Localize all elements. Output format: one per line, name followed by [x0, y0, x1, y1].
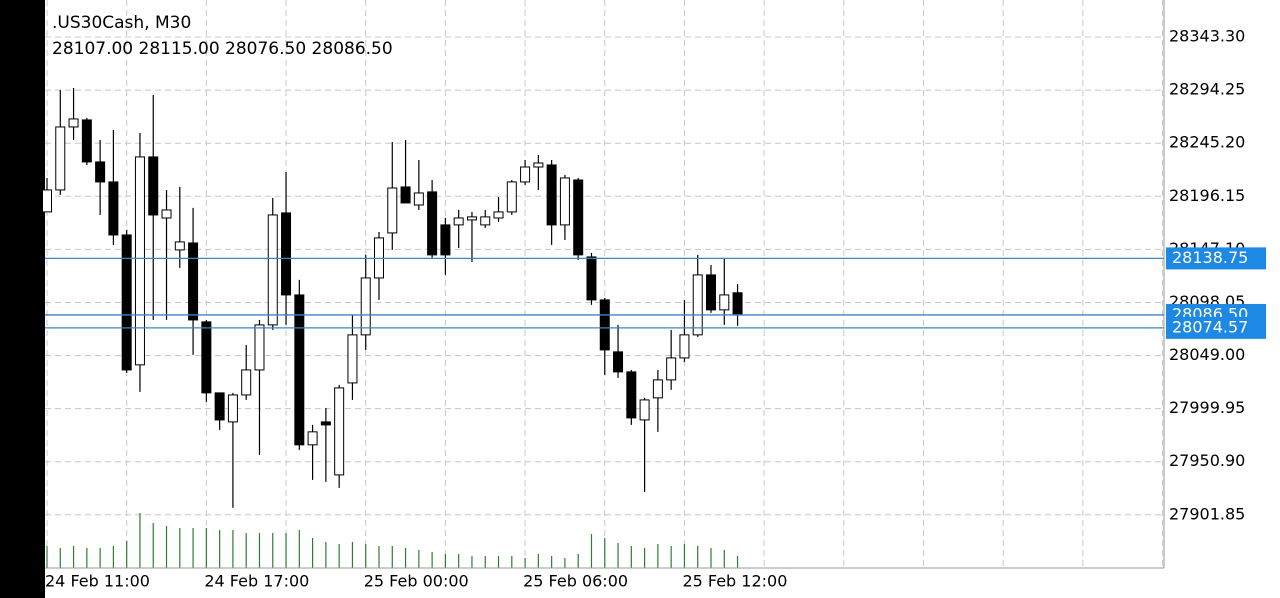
axis-layer: 28343.3028294.2528245.2028196.1528147.10… — [45, 27, 1245, 591]
candle-body — [214, 392, 225, 421]
candle-body — [68, 118, 79, 128]
candle-body — [466, 216, 477, 221]
price-tag — [1166, 247, 1266, 270]
candle-body — [400, 186, 411, 204]
candle-body — [652, 379, 663, 399]
candle-body — [453, 217, 464, 226]
chart-title: .US30Cash, M30 — [52, 13, 191, 33]
candle-body — [320, 421, 331, 426]
candle-body — [573, 179, 584, 256]
candle-body — [334, 387, 345, 476]
candle-body — [307, 431, 318, 446]
y-tick-label: 28049.00 — [1169, 345, 1245, 364]
candle-body — [559, 177, 570, 226]
candle-body — [42, 189, 52, 213]
candle-body — [241, 369, 252, 396]
plot — [42, 87, 743, 508]
candle-body — [427, 191, 438, 256]
candle-body — [55, 126, 66, 191]
ohlc-text: 28107.00 28115.00 28076.50 28086.50 — [52, 39, 393, 59]
candle-body — [188, 242, 199, 321]
price-tag — [1166, 316, 1266, 339]
candle-body — [732, 292, 743, 316]
candle-body — [227, 394, 238, 423]
x-tick-label: 25 Feb 12:00 — [682, 572, 787, 591]
x-tick-label: 24 Feb 11:00 — [45, 572, 150, 591]
candle-body — [480, 216, 491, 226]
candle-body — [546, 164, 557, 226]
candle-body — [387, 187, 398, 234]
candle-body — [692, 274, 703, 336]
candle-body — [267, 214, 278, 326]
candle-body — [639, 399, 650, 421]
candle-body — [360, 277, 371, 336]
candle-body — [586, 256, 597, 301]
candle-body — [174, 241, 185, 251]
candle-body — [533, 162, 544, 168]
candle-body — [613, 351, 624, 373]
y-tick-label: 28245.20 — [1169, 133, 1245, 152]
candle-body — [706, 274, 716, 311]
y-tick-label: 27901.85 — [1169, 504, 1245, 523]
y-tick-label: 27999.95 — [1169, 398, 1245, 417]
x-tick-label: 25 Feb 00:00 — [364, 572, 469, 591]
x-tick-label: 24 Feb 17:00 — [204, 572, 309, 591]
candle-body — [493, 211, 504, 219]
candle-body — [148, 156, 159, 216]
candle-body — [121, 234, 132, 371]
candle-body — [81, 119, 92, 163]
candle-body — [161, 209, 172, 219]
candle-body — [520, 166, 531, 183]
candle-body — [666, 357, 677, 381]
candle-body — [413, 192, 424, 206]
candle-body — [347, 334, 358, 384]
candle-body — [294, 294, 305, 446]
price-tag-label: 28138.75 — [1172, 248, 1248, 267]
grid — [45, 0, 1164, 568]
y-tick-label: 28294.25 — [1169, 80, 1245, 99]
candle-body — [626, 371, 637, 419]
candle-body — [108, 181, 119, 236]
candle-body — [506, 181, 517, 213]
volume-layer — [46, 513, 739, 568]
y-tick-label: 27950.90 — [1169, 451, 1245, 470]
y-tick-label: 28343.30 — [1169, 27, 1245, 46]
candle-body — [679, 334, 690, 359]
x-tick-label: 25 Feb 06:00 — [523, 572, 628, 591]
candle-body — [95, 161, 106, 183]
candle-body — [440, 224, 451, 256]
candle-body — [719, 294, 730, 311]
price-tag-label: 28074.57 — [1172, 317, 1248, 336]
candle-body — [254, 324, 265, 371]
candle-body — [281, 212, 292, 296]
candle-body — [201, 321, 212, 394]
screen-edge — [0, 0, 45, 598]
candle-body — [599, 299, 610, 351]
candle-body — [134, 156, 145, 366]
y-tick-label: 28196.15 — [1169, 186, 1245, 205]
